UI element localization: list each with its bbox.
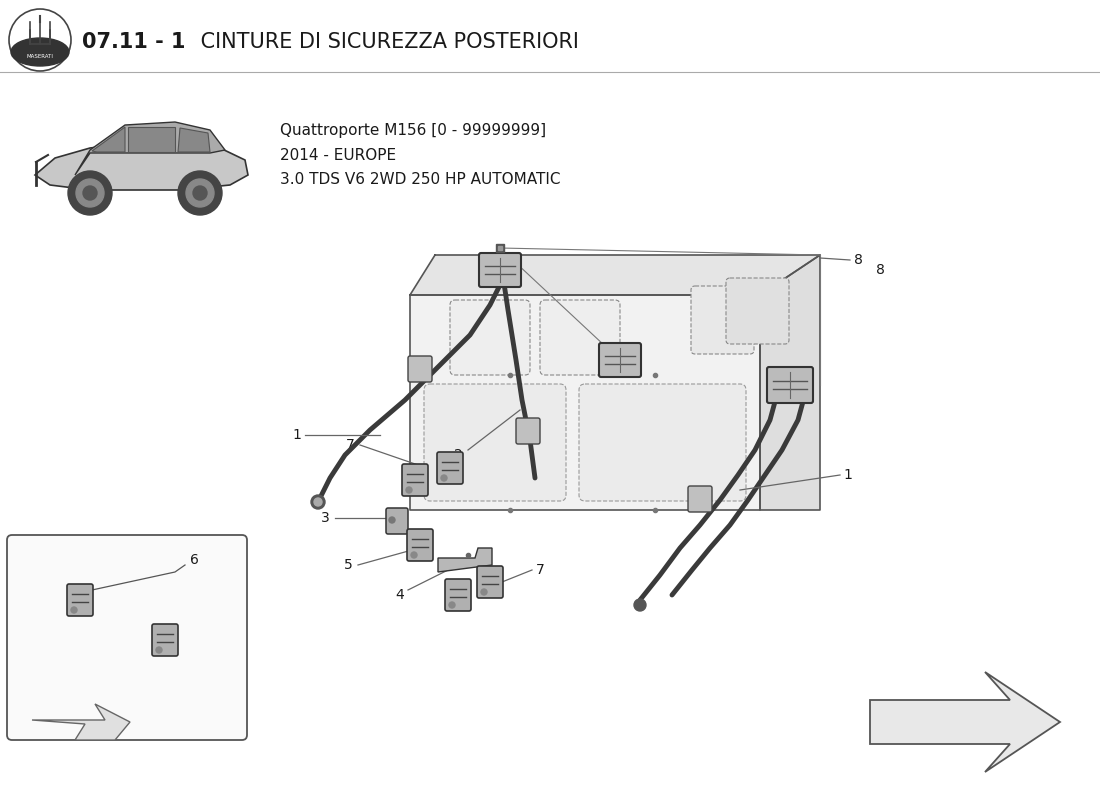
- Circle shape: [389, 517, 395, 523]
- FancyBboxPatch shape: [7, 535, 248, 740]
- Polygon shape: [92, 127, 125, 152]
- FancyBboxPatch shape: [540, 300, 620, 375]
- Text: 6: 6: [190, 553, 199, 567]
- Ellipse shape: [11, 38, 69, 66]
- Text: MASERATI: MASERATI: [26, 54, 54, 59]
- Text: 07.11 - 1: 07.11 - 1: [82, 32, 186, 52]
- Circle shape: [68, 171, 112, 215]
- Circle shape: [449, 602, 455, 608]
- Text: 8: 8: [854, 253, 862, 267]
- Circle shape: [634, 599, 646, 611]
- Circle shape: [311, 495, 324, 509]
- FancyBboxPatch shape: [579, 384, 746, 501]
- Text: 3: 3: [320, 511, 329, 525]
- Text: 7: 7: [536, 563, 544, 577]
- Polygon shape: [35, 143, 248, 190]
- Polygon shape: [438, 548, 492, 572]
- Text: CINTURE DI SICUREZZA POSTERIORI: CINTURE DI SICUREZZA POSTERIORI: [194, 32, 579, 52]
- FancyBboxPatch shape: [726, 278, 789, 344]
- Circle shape: [178, 171, 222, 215]
- FancyBboxPatch shape: [402, 464, 428, 496]
- Polygon shape: [760, 255, 820, 510]
- Text: 2: 2: [453, 448, 462, 462]
- Circle shape: [314, 498, 322, 506]
- Polygon shape: [870, 672, 1060, 772]
- Polygon shape: [128, 127, 175, 152]
- FancyBboxPatch shape: [477, 566, 503, 598]
- FancyBboxPatch shape: [600, 343, 641, 377]
- FancyBboxPatch shape: [516, 418, 540, 444]
- FancyBboxPatch shape: [424, 384, 566, 501]
- Text: 3.0 TDS V6 2WD 250 HP AUTOMATIC: 3.0 TDS V6 2WD 250 HP AUTOMATIC: [280, 173, 561, 187]
- Polygon shape: [32, 704, 130, 740]
- Circle shape: [82, 186, 97, 200]
- Text: 4: 4: [396, 588, 405, 602]
- Text: 1: 1: [293, 428, 301, 442]
- Polygon shape: [410, 255, 820, 295]
- Circle shape: [76, 179, 104, 207]
- Circle shape: [192, 186, 207, 200]
- Circle shape: [72, 607, 77, 613]
- FancyBboxPatch shape: [407, 529, 433, 561]
- Text: 8: 8: [876, 263, 884, 277]
- FancyBboxPatch shape: [386, 508, 408, 534]
- FancyBboxPatch shape: [67, 584, 94, 616]
- FancyBboxPatch shape: [767, 367, 813, 403]
- FancyBboxPatch shape: [691, 286, 754, 354]
- Text: 1: 1: [844, 468, 852, 482]
- Circle shape: [441, 475, 447, 481]
- FancyBboxPatch shape: [450, 300, 530, 375]
- Text: 2014 - EUROPE: 2014 - EUROPE: [280, 147, 396, 162]
- FancyBboxPatch shape: [688, 486, 712, 512]
- Text: 7: 7: [345, 438, 354, 452]
- Polygon shape: [178, 128, 210, 152]
- Circle shape: [186, 179, 214, 207]
- Text: Quattroporte M156 [0 - 99999999]: Quattroporte M156 [0 - 99999999]: [280, 122, 546, 138]
- FancyBboxPatch shape: [446, 579, 471, 611]
- FancyBboxPatch shape: [478, 253, 521, 287]
- Polygon shape: [75, 122, 226, 175]
- Polygon shape: [410, 295, 760, 510]
- FancyBboxPatch shape: [152, 624, 178, 656]
- Circle shape: [406, 487, 412, 493]
- Circle shape: [481, 589, 487, 595]
- Text: 5: 5: [343, 558, 352, 572]
- FancyBboxPatch shape: [437, 452, 463, 484]
- Circle shape: [156, 647, 162, 653]
- FancyBboxPatch shape: [408, 356, 432, 382]
- Circle shape: [411, 552, 417, 558]
